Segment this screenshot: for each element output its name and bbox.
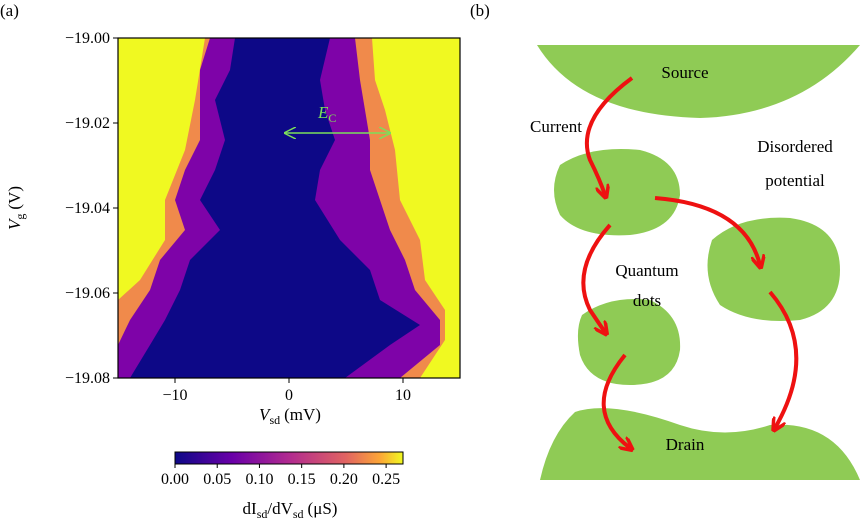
- x-axis-label: Vsd (mV): [259, 405, 321, 427]
- colorbar: [174, 451, 404, 465]
- y-tick-label: −19.06: [65, 285, 110, 302]
- diagram: [537, 45, 860, 480]
- quantum-dots-label: Quantum: [615, 261, 678, 280]
- panel-label: (b): [470, 1, 490, 20]
- source-label: Source: [661, 63, 708, 82]
- colorbar-tick-label: 0.20: [330, 471, 358, 488]
- colorbar-tick-label: 0.15: [288, 471, 316, 488]
- annotation: EC: [317, 103, 336, 125]
- x-tick-label: 0: [285, 387, 293, 404]
- y-tick-label: −19.02: [65, 115, 110, 132]
- x-tick-label: 10: [395, 387, 411, 404]
- current-label: Current: [530, 117, 582, 136]
- disordered-label: Disordered: [757, 137, 833, 156]
- x-tick-label: −10: [162, 387, 187, 404]
- drain-label: Drain: [666, 435, 705, 454]
- y-axis-label: Vg(V): [5, 186, 27, 230]
- colorbar-tick-label: 0.05: [203, 471, 231, 488]
- dot: [554, 149, 680, 236]
- heatmap-image: [118, 38, 460, 378]
- y-tick-label: −19.08: [65, 370, 110, 387]
- colorbar-tick-label: 0.10: [245, 471, 273, 488]
- panel-label: (a): [0, 1, 19, 20]
- y-tick-label: −19.04: [65, 200, 110, 217]
- colorbar-tick-label: 0.25: [372, 471, 400, 488]
- colorbar-tick-label: 0.00: [161, 471, 189, 488]
- colorbar-label: dIsd/dVsd (μS): [243, 499, 338, 521]
- dot: [707, 217, 840, 321]
- quantum-dots-label: dots: [633, 291, 661, 310]
- y-tick-label: −19.00: [65, 30, 110, 47]
- disordered-label: potential: [765, 171, 825, 190]
- source-region: [537, 45, 860, 118]
